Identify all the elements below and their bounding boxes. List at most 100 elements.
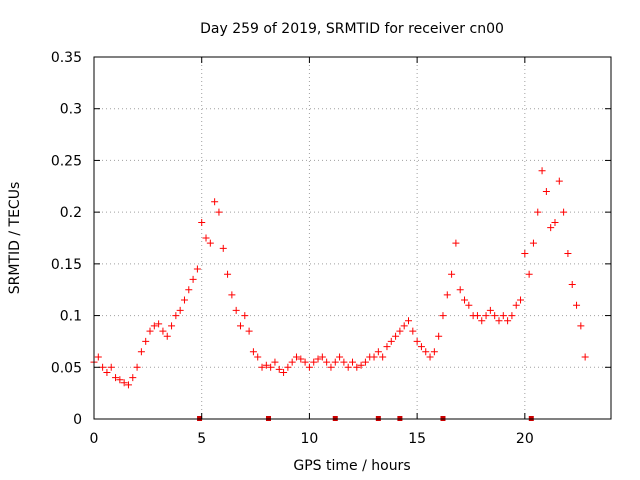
data-point (112, 374, 120, 382)
data-points (90, 167, 589, 389)
data-point (172, 312, 180, 320)
data-point (581, 353, 589, 361)
data-point (254, 353, 262, 361)
data-point (491, 312, 499, 320)
data-point (534, 208, 542, 216)
data-point (163, 332, 171, 340)
data-point (146, 327, 154, 335)
data-point (206, 239, 214, 247)
data-point (245, 327, 253, 335)
data-point (275, 365, 283, 373)
data-point (176, 306, 184, 314)
data-point (150, 322, 158, 330)
data-point (374, 348, 382, 356)
data-point (448, 270, 456, 278)
y-tick-label: 0.3 (60, 102, 82, 118)
data-point (219, 244, 227, 252)
data-point (405, 317, 413, 325)
data-point (280, 368, 288, 376)
data-point (292, 353, 300, 361)
data-point (361, 358, 369, 366)
data-point (327, 363, 335, 371)
data-point (116, 376, 124, 384)
data-point (426, 353, 434, 361)
data-point (288, 358, 296, 366)
data-point (159, 327, 167, 335)
data-point (512, 301, 520, 309)
data-point (193, 265, 201, 273)
x-tick-label: 0 (90, 431, 99, 447)
data-point (525, 270, 533, 278)
data-point (573, 301, 581, 309)
data-point (521, 250, 529, 258)
data-point (504, 317, 512, 325)
data-point (249, 348, 257, 356)
data-point (551, 218, 559, 226)
data-point (478, 317, 486, 325)
data-point (228, 291, 236, 299)
y-tick-label: 0 (73, 412, 82, 428)
data-point (120, 379, 128, 387)
data-point (383, 343, 391, 351)
data-point (241, 312, 249, 320)
data-point (198, 218, 206, 226)
data-point (262, 361, 270, 369)
x-tick-label: 20 (516, 431, 534, 447)
data-point (387, 337, 395, 345)
data-point (94, 353, 102, 361)
x-tick-label: 5 (197, 431, 206, 447)
data-point (271, 358, 279, 366)
data-point (202, 234, 210, 242)
data-point (155, 320, 163, 328)
data-point (180, 296, 188, 304)
x-tick-label: 15 (408, 431, 426, 447)
data-point (517, 296, 525, 304)
data-point (331, 358, 339, 366)
data-point (224, 270, 232, 278)
axis-ticks (93, 56, 611, 420)
x-tick-label: 10 (301, 431, 319, 447)
data-point (577, 322, 585, 330)
data-point (318, 353, 326, 361)
data-point (452, 239, 460, 247)
data-point (482, 312, 490, 320)
data-point (340, 358, 348, 366)
y-tick-label: 0.05 (51, 360, 82, 376)
data-point (124, 381, 132, 389)
data-point (400, 322, 408, 330)
data-point (99, 363, 107, 371)
data-point (267, 363, 275, 371)
data-point (473, 312, 481, 320)
data-point (349, 358, 356, 366)
data-point (297, 355, 305, 363)
data-point (529, 239, 537, 247)
plot-frame (93, 56, 612, 420)
data-point (301, 358, 309, 366)
data-point (461, 296, 469, 304)
data-point (236, 322, 244, 330)
data-point (215, 208, 223, 216)
x-axis-label: GPS time / hours (293, 458, 410, 474)
data-point (486, 306, 494, 314)
grid-lines (94, 57, 611, 419)
data-point (564, 250, 572, 258)
data-point (435, 332, 443, 340)
data-point (185, 286, 193, 294)
chart-title: Day 259 of 2019, SRMTID for receiver cn0… (200, 21, 504, 37)
data-point (129, 374, 137, 382)
data-point (353, 363, 361, 371)
data-point (542, 187, 550, 195)
y-axis-label: SRMTID / TECUs (7, 182, 23, 295)
data-point (560, 208, 568, 216)
x-tick-labels: 0 5 10 15 20 (90, 431, 534, 447)
data-point (392, 332, 400, 340)
data-point (357, 361, 365, 369)
data-point (314, 355, 322, 363)
data-point (568, 281, 576, 289)
data-point (547, 224, 555, 232)
data-point (107, 363, 115, 371)
y-tick-label: 0.35 (51, 50, 82, 66)
y-tick-label: 0.15 (51, 257, 82, 273)
data-point (232, 306, 240, 314)
